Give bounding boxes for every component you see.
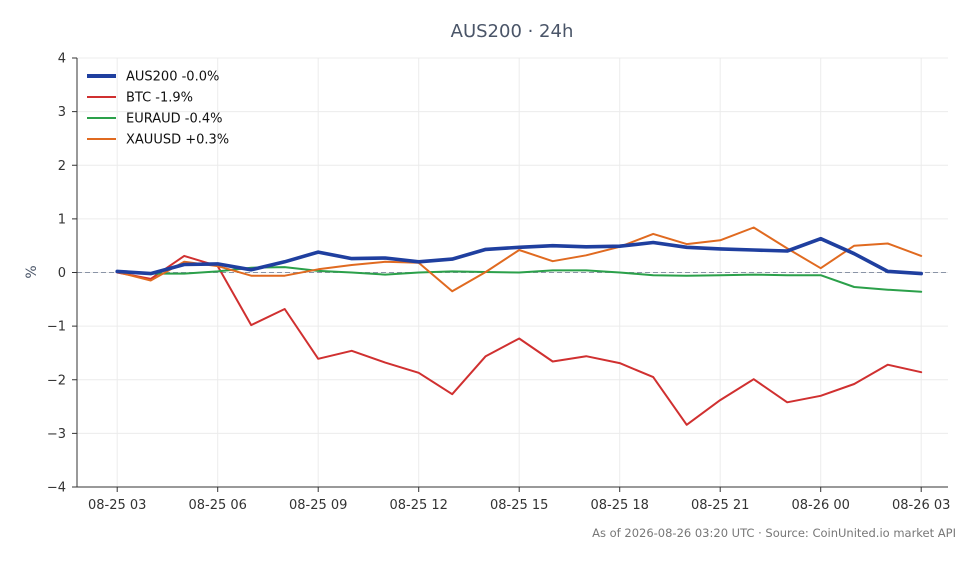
y-tick-labels: −4 −3 −2 −1 0 1 2 3 4 — [47, 52, 66, 496]
x-tick-label: 08-25 15 — [490, 498, 548, 513]
series-line-euraud — [116, 266, 923, 293]
y-axis-label: % — [24, 265, 40, 278]
x-tick-label: 08-25 03 — [88, 498, 146, 513]
x-tick-label: 08-25 06 — [188, 498, 246, 513]
x-tick-label: 08-25 18 — [590, 498, 648, 513]
legend: AUS200 -0.0% BTC -1.9% EURAUD -0.4% XAUUSD … — [87, 70, 229, 148]
x-tick-label: 08-26 00 — [791, 498, 849, 513]
y-tick-label: −2 — [47, 373, 66, 388]
x-tick-label: 08-25 12 — [389, 498, 447, 513]
x-tick-labels: 08-25 03 08-25 06 08-25 09 08-25 12 08-25 15… — [88, 498, 950, 513]
y-tick-label: 2 — [58, 159, 66, 174]
series-lines — [115, 226, 924, 426]
y-tick-label: 0 — [58, 266, 66, 281]
y-tick-label: −4 — [47, 481, 66, 496]
series-line-aus200 — [115, 236, 924, 276]
series-line-btc — [116, 254, 923, 426]
y-tick-label: 1 — [58, 212, 66, 227]
legend-label-euraud: EURAUD -0.4% — [126, 112, 223, 127]
y-tick-label: 4 — [58, 52, 66, 67]
legend-label-btc: BTC -1.9% — [126, 91, 193, 106]
x-tick-label: 08-26 03 — [892, 498, 950, 513]
x-tick-label: 08-25 09 — [289, 498, 347, 513]
source-footnote: As of 2026-08-26 03:20 UTC · Source: Coi… — [592, 526, 956, 540]
legend-label-xauusd: XAUUSD +0.3% — [126, 133, 229, 148]
y-tick-label: −3 — [47, 427, 66, 442]
axes — [72, 57, 948, 492]
x-tick-label: 08-25 21 — [691, 498, 749, 513]
y-tick-label: 3 — [58, 105, 66, 120]
legend-label-aus200: AUS200 -0.0% — [126, 70, 219, 85]
chart-title: AUS200 · 24h — [451, 21, 574, 42]
series-line-xauusd — [116, 226, 923, 293]
y-tick-label: −1 — [47, 320, 66, 335]
